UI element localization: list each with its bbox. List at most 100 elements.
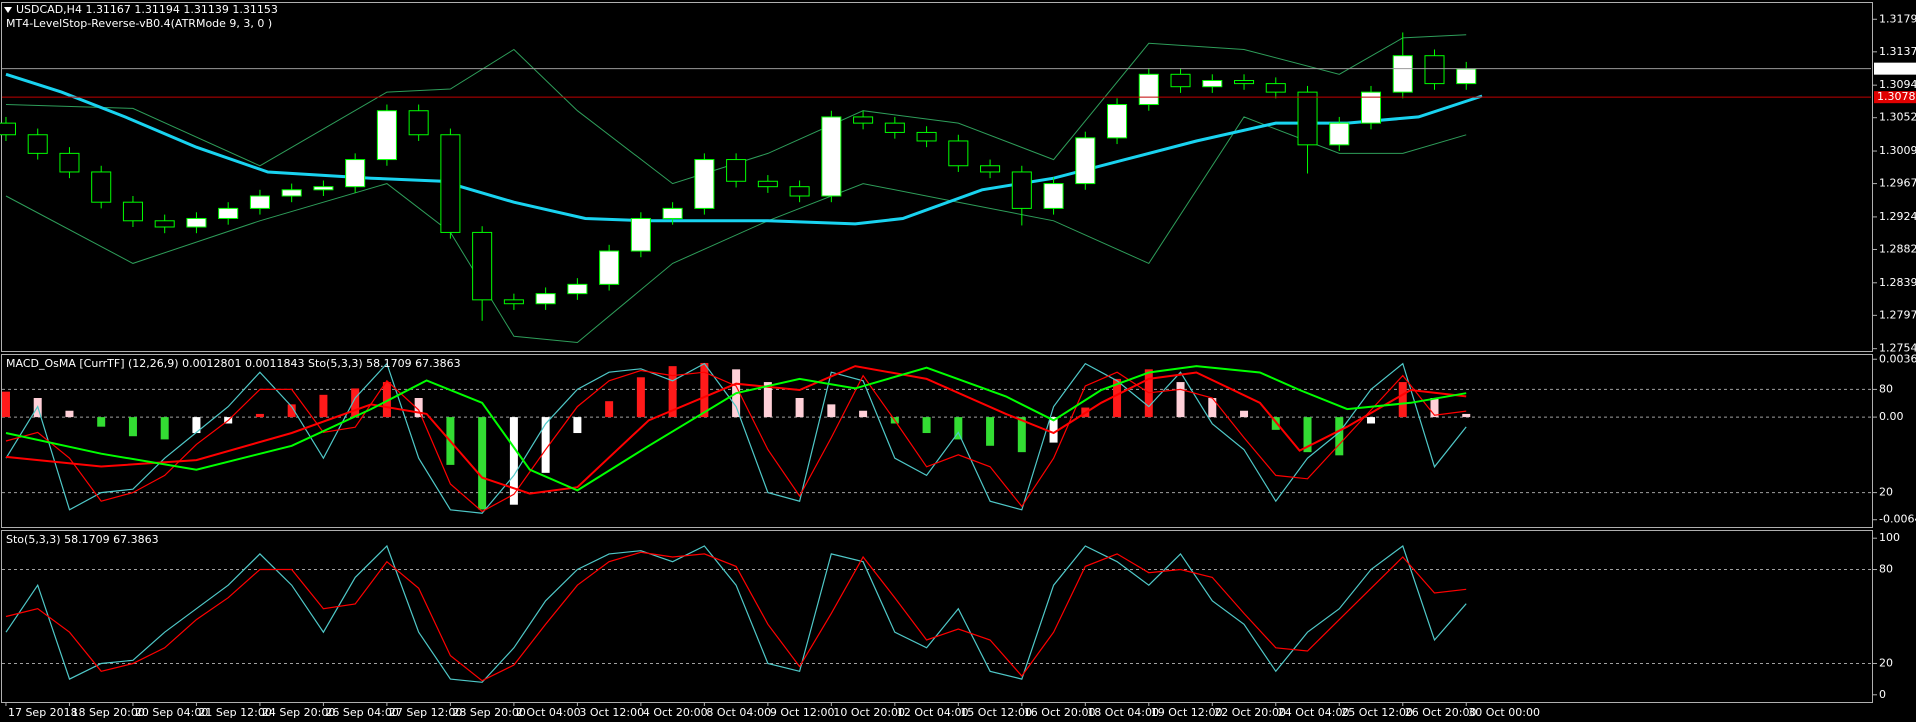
candle-body bbox=[599, 250, 620, 285]
overlay-line bbox=[5, 72, 1483, 226]
x-tick-label: 25 Oct 12:00 bbox=[1341, 706, 1413, 719]
candle-body bbox=[1107, 104, 1128, 139]
candle-body bbox=[1297, 91, 1318, 146]
x-tick-label: 3 Oct 12:00 bbox=[579, 706, 644, 719]
y-tick-label: 1.2924 bbox=[1879, 210, 1916, 223]
histogram-bar bbox=[128, 417, 137, 437]
menu-arrow[interactable] bbox=[4, 7, 12, 13]
x-tick-label: 21 Sep 12:00 bbox=[198, 706, 271, 719]
histogram-bar bbox=[986, 417, 995, 446]
candle-body bbox=[853, 116, 874, 124]
price-label: 1.31153 bbox=[1877, 62, 1916, 75]
x-tick-label: 18 Oct 04:00 bbox=[1087, 706, 1159, 719]
candle-body bbox=[916, 131, 937, 142]
histogram-bar bbox=[1367, 417, 1376, 424]
y-tick-label: 1.2882 bbox=[1879, 242, 1916, 255]
histogram-bar bbox=[97, 417, 106, 427]
y-tick-label: 1.3137 bbox=[1879, 45, 1916, 58]
histogram-bar bbox=[414, 398, 423, 418]
stoch-header: Sto(5,3,3) 58.1709 67.3863 bbox=[6, 533, 159, 546]
candle-body bbox=[821, 116, 842, 197]
histogram-bar bbox=[573, 417, 582, 434]
price-label-box bbox=[1874, 62, 1916, 75]
histogram-bar bbox=[1049, 417, 1058, 443]
stoch-line bbox=[5, 544, 1467, 683]
x-tick-label: 9 Oct 12:00 bbox=[770, 706, 835, 719]
stoch-line bbox=[5, 551, 1467, 682]
x-tick-label: 24 Sep 20:00 bbox=[262, 706, 335, 719]
x-tick-label: 16 Oct 20:00 bbox=[1024, 706, 1096, 719]
histogram-bar bbox=[827, 404, 836, 418]
x-tick-label: 27 Sep 12:00 bbox=[389, 706, 462, 719]
candle-body bbox=[630, 217, 651, 252]
histogram-bar bbox=[541, 417, 550, 473]
histogram-bar bbox=[160, 417, 169, 440]
x-tick-label: 12 Oct 04:00 bbox=[897, 706, 969, 719]
y-tick-label: 0.00 bbox=[1879, 410, 1904, 423]
histogram-bar bbox=[1398, 382, 1407, 418]
histogram-bar bbox=[1, 391, 10, 418]
candle-body bbox=[218, 207, 239, 219]
candle-body bbox=[1170, 73, 1191, 88]
histogram-bar bbox=[1176, 382, 1185, 418]
x-tick-label: 26 Oct 20:00 bbox=[1405, 706, 1477, 719]
headers: USDCAD,H4 1.31167 1.31194 1.31139 1.3115… bbox=[6, 3, 461, 546]
histogram-bar bbox=[1208, 398, 1217, 418]
y-tick-label: 1.3052 bbox=[1879, 111, 1916, 124]
candle-body bbox=[376, 110, 397, 161]
x-tick-label: 8 Oct 04:00 bbox=[706, 706, 771, 719]
y-tick-label: 20 bbox=[1879, 486, 1893, 499]
histogram-bar bbox=[255, 413, 264, 418]
candle-body bbox=[122, 201, 143, 222]
histogram-bar bbox=[922, 417, 931, 434]
candle-body bbox=[662, 207, 683, 219]
y-tick-label: 0 bbox=[1879, 688, 1886, 701]
candle-body bbox=[1043, 183, 1064, 209]
plot-layer: 1.31790 1.3137 1.3094 1.3052 1.30090 1.2967 1.… bbox=[0, 12, 1916, 719]
candle-body bbox=[789, 186, 810, 197]
macd-header: MACD_OsMA [CurrTF] (12,26,9) 0.0012801 0… bbox=[6, 357, 461, 370]
candle-body bbox=[27, 134, 48, 154]
candle-body bbox=[408, 110, 429, 136]
candle-body bbox=[757, 180, 778, 188]
histogram-bar bbox=[668, 366, 677, 418]
candle-body bbox=[59, 152, 80, 173]
x-tick-label: 26 Sep 04:00 bbox=[325, 706, 398, 719]
histogram-bar bbox=[1335, 417, 1344, 456]
price-label-box bbox=[1874, 91, 1916, 104]
candle-body bbox=[1011, 171, 1032, 209]
x-tick-label: 20 Sep 04:00 bbox=[135, 706, 208, 719]
candle-body bbox=[440, 134, 461, 233]
y-tick-label: 1.3094 bbox=[1879, 78, 1916, 91]
candle-body bbox=[948, 140, 969, 167]
candle-body bbox=[154, 220, 175, 228]
histogram-bar bbox=[1303, 417, 1312, 453]
candle-body bbox=[1075, 137, 1096, 185]
candle-body bbox=[281, 189, 302, 197]
stoch-overlay-line bbox=[5, 362, 1467, 514]
candle-body bbox=[1392, 55, 1413, 93]
candle-body bbox=[249, 195, 270, 209]
y-tick-label: 80 bbox=[1879, 382, 1893, 395]
candle-body bbox=[345, 159, 366, 188]
histogram-bar bbox=[192, 417, 201, 434]
histogram-bar bbox=[605, 401, 614, 418]
histogram-bar bbox=[1462, 413, 1471, 418]
candle-body bbox=[503, 299, 524, 305]
histogram-bar bbox=[509, 417, 518, 505]
y-tick-label: 80 bbox=[1879, 563, 1893, 576]
histogram-bar bbox=[478, 417, 487, 510]
histogram-bar bbox=[859, 410, 868, 418]
x-tick-label: 18 Sep 20:00 bbox=[71, 706, 144, 719]
x-tick-label: 2 Oct 04:00 bbox=[516, 706, 581, 719]
candle-body bbox=[1424, 55, 1445, 85]
histogram-bar bbox=[636, 377, 645, 418]
x-tick-label: 19 Oct 12:00 bbox=[1151, 706, 1223, 719]
histogram-bar bbox=[382, 382, 391, 418]
x-tick-label: 22 Oct 20:00 bbox=[1214, 706, 1286, 719]
overlay-line bbox=[5, 34, 1467, 185]
candle-body bbox=[1202, 80, 1223, 88]
candle-body bbox=[0, 122, 16, 136]
